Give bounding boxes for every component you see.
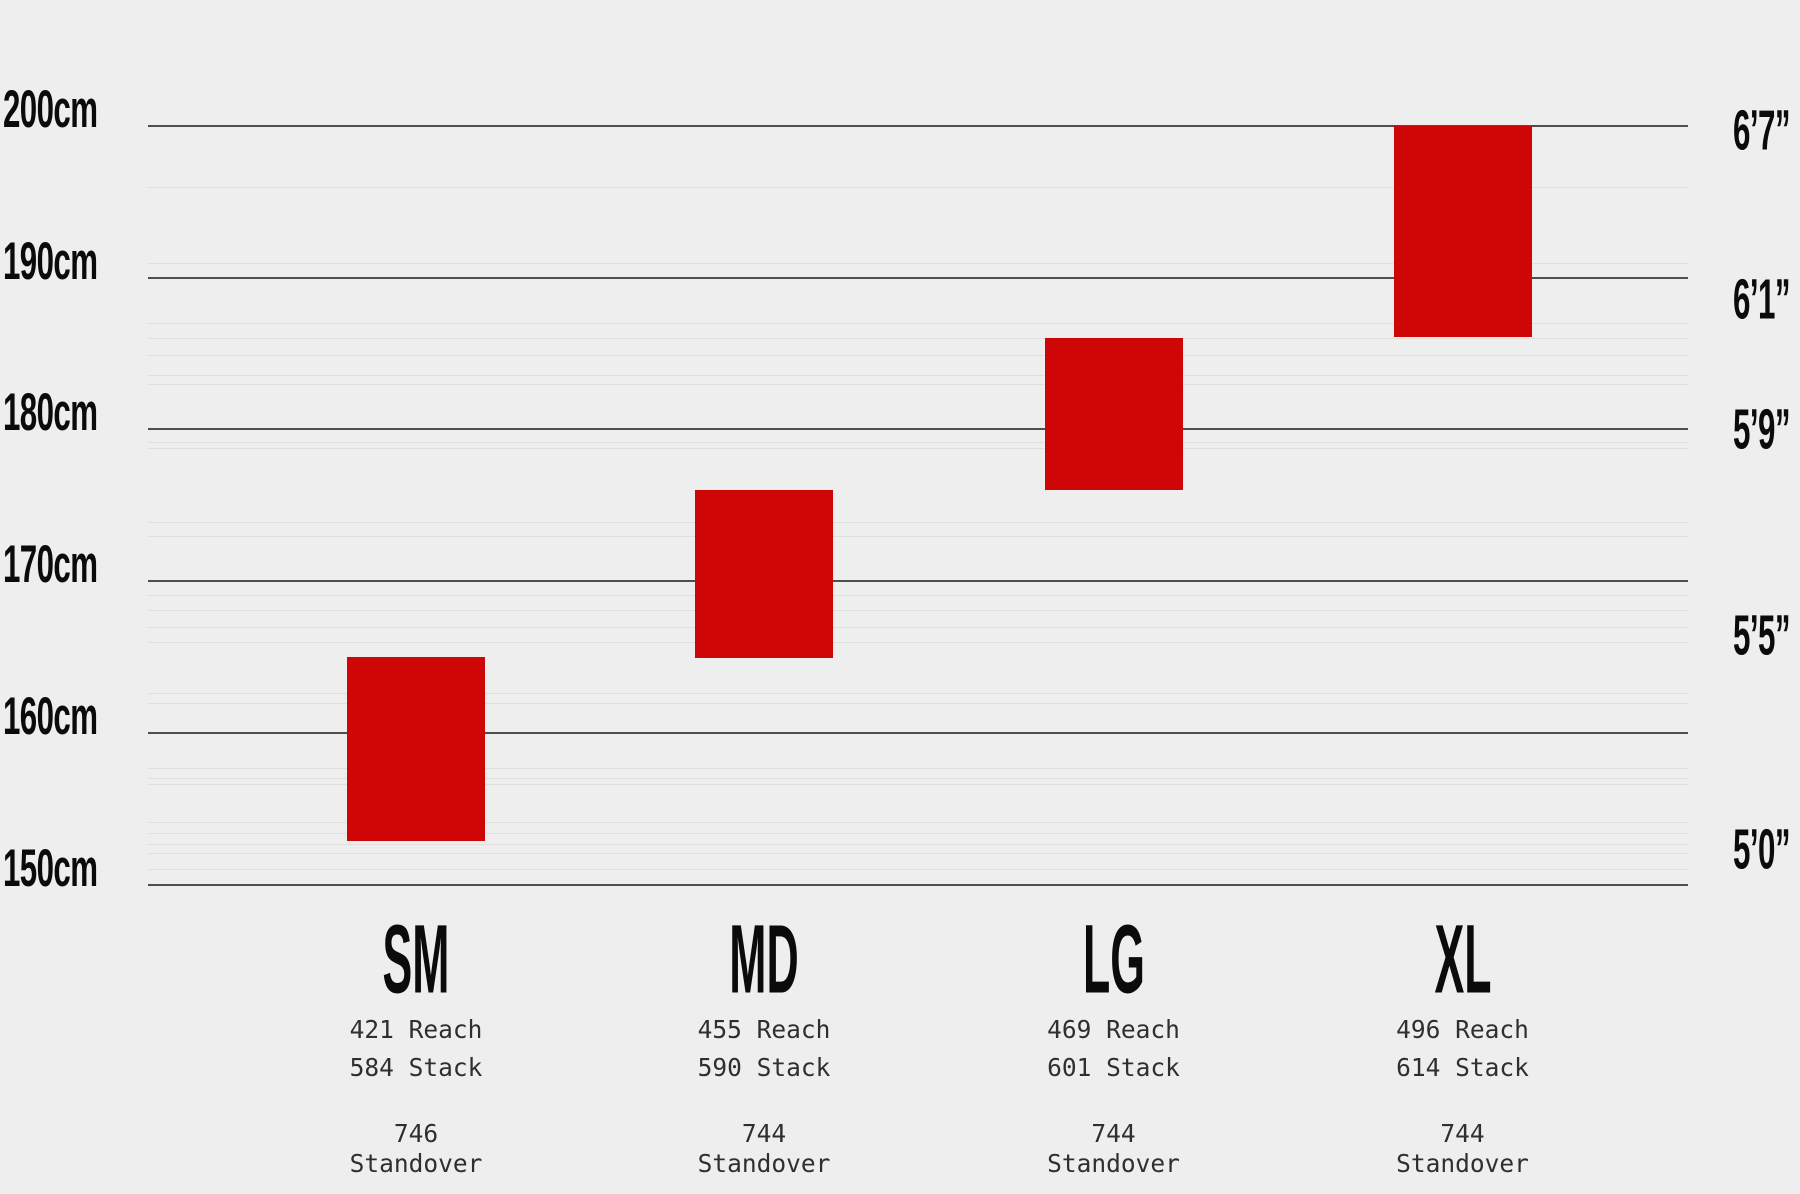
height-range-bar-sm bbox=[347, 657, 485, 841]
reach-value-sm: 421 Reach bbox=[349, 1015, 483, 1044]
minor-gridline bbox=[148, 843, 1688, 845]
minor-gridline bbox=[148, 852, 1688, 854]
minor-gridline bbox=[148, 323, 1688, 325]
stack-value-sm: 584 Stack bbox=[349, 1053, 483, 1082]
standover-value-xl: 744 bbox=[1440, 1119, 1485, 1148]
stack-value-lg: 601 Stack bbox=[1047, 1053, 1180, 1082]
major-gridline bbox=[148, 125, 1688, 127]
minor-gridline bbox=[148, 594, 1688, 596]
standover-value-sm: 746 bbox=[393, 1119, 439, 1148]
major-gridline bbox=[148, 731, 1688, 734]
minor-gridline bbox=[148, 693, 1688, 695]
y-axis-left-label-160cm: 160cm bbox=[3, 686, 98, 746]
minor-gridline bbox=[148, 869, 1688, 871]
minor-gridline bbox=[148, 355, 1688, 357]
size-label-xl: XL bbox=[1433, 904, 1492, 1014]
minor-gridline bbox=[148, 383, 1688, 385]
size-label-md: MD bbox=[729, 904, 799, 1014]
height-range-bar-lg bbox=[1044, 338, 1183, 491]
major-gridline bbox=[148, 883, 1688, 886]
stack-value-md: 590 Stack bbox=[697, 1053, 831, 1082]
y-axis-left-label-200cm: 200cm bbox=[3, 80, 98, 140]
minor-gridline bbox=[148, 521, 1688, 523]
y-axis-right-label: 5’0” bbox=[1733, 817, 1791, 882]
y-axis-left-label-150cm: 150cm bbox=[3, 838, 98, 898]
minor-gridline bbox=[148, 832, 1688, 834]
minor-gridline bbox=[148, 767, 1688, 769]
minor-gridline bbox=[148, 778, 1688, 780]
y-axis-right-label: 6’7” bbox=[1733, 98, 1791, 163]
minor-gridline bbox=[148, 822, 1688, 824]
major-gridline bbox=[148, 276, 1688, 279]
reach-value-md: 455 Reach bbox=[697, 1015, 831, 1044]
y-axis-left-label-190cm: 190cm bbox=[3, 231, 98, 291]
y-axis-right-label: 5’5” bbox=[1733, 603, 1791, 668]
minor-gridline bbox=[148, 626, 1688, 628]
y-axis-left-label-170cm: 170cm bbox=[3, 535, 98, 595]
minor-gridline bbox=[148, 535, 1688, 537]
minor-gridline bbox=[148, 447, 1688, 449]
standover-value-md: 744 bbox=[741, 1119, 787, 1148]
height-range-bar-md bbox=[695, 490, 833, 659]
minor-gridline bbox=[148, 609, 1688, 611]
y-axis-left-label-180cm: 180cm bbox=[3, 383, 98, 443]
reach-value-xl: 496 Reach bbox=[1396, 1015, 1529, 1044]
standover-value-lg: 744 bbox=[1091, 1119, 1136, 1148]
y-axis-right-label: 6’1” bbox=[1733, 267, 1791, 331]
standover-label-md: Standover bbox=[697, 1149, 831, 1178]
y-axis-right-label: 5’9” bbox=[1733, 397, 1791, 462]
height-range-bar-xl bbox=[1393, 126, 1532, 337]
minor-gridline bbox=[148, 338, 1688, 340]
minor-gridline bbox=[148, 186, 1688, 188]
size-label-lg: LG bbox=[1082, 904, 1145, 1014]
standover-label-xl: Standover bbox=[1396, 1149, 1529, 1178]
stack-value-xl: 614 Stack bbox=[1396, 1053, 1529, 1082]
standover-label-lg: Standover bbox=[1047, 1149, 1180, 1178]
minor-gridline bbox=[148, 262, 1688, 264]
size-label-sm: SM bbox=[382, 904, 450, 1014]
major-gridline bbox=[148, 580, 1688, 583]
minor-gridline bbox=[148, 784, 1688, 786]
major-gridline bbox=[148, 428, 1688, 431]
reach-value-lg: 469 Reach bbox=[1047, 1015, 1180, 1044]
minor-gridline bbox=[148, 641, 1688, 643]
standover-label-sm: Standover bbox=[349, 1149, 483, 1178]
minor-gridline bbox=[148, 441, 1688, 443]
minor-gridline bbox=[148, 702, 1688, 704]
minor-gridline bbox=[148, 374, 1688, 376]
